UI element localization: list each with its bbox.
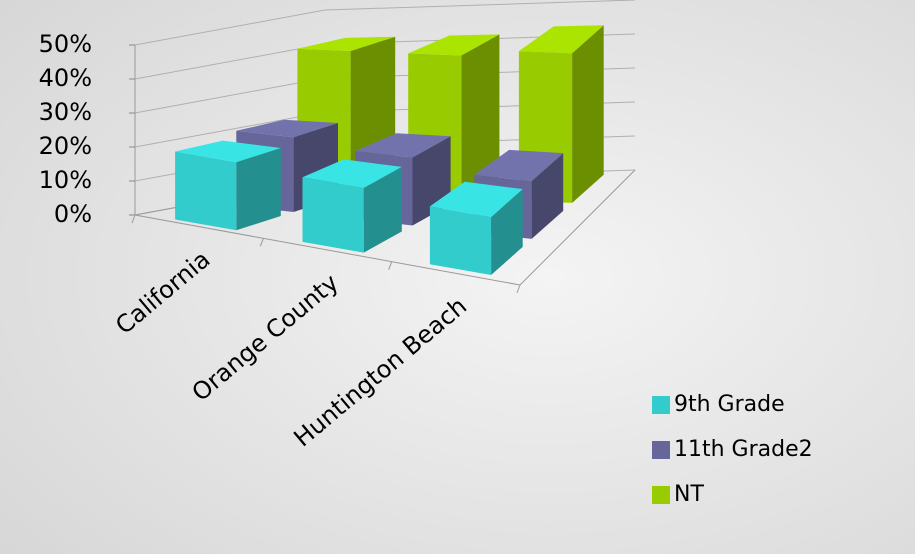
bar-side [572, 25, 604, 203]
y-tick-label: 30% [39, 98, 92, 126]
bar-front [429, 206, 492, 275]
y-tick-label: 20% [39, 132, 92, 160]
y-tick-label: 50% [39, 30, 92, 58]
x-tick [516, 284, 521, 294]
bar-top [302, 159, 402, 188]
legend-swatch [652, 396, 670, 414]
legend-label: NT [674, 482, 704, 507]
y-tick-label: 0% [54, 200, 92, 228]
bar-top [175, 140, 281, 163]
legend-label: 11th Grade2 [674, 437, 813, 462]
bar-side [236, 148, 281, 231]
x-tick [131, 214, 136, 224]
x-tick [259, 238, 264, 247]
bar-side [363, 166, 402, 253]
bar-top [429, 181, 523, 218]
y-tick-label: 10% [39, 166, 92, 194]
bar-top [236, 119, 338, 138]
bar-side [531, 153, 564, 239]
bar-front [175, 151, 237, 231]
legend-swatch [652, 441, 670, 459]
bar-top [474, 149, 564, 182]
legend-swatch [652, 486, 670, 504]
y-tick-label: 40% [39, 64, 92, 92]
bar-side [491, 189, 523, 275]
bar-front [302, 177, 364, 253]
bar-top [408, 34, 500, 56]
bar-top [518, 25, 604, 54]
bar-side [461, 34, 500, 199]
legend-label: 9th Grade [674, 392, 785, 417]
x-tick [388, 261, 393, 270]
bar-top [297, 36, 396, 51]
grid-line [134, 0, 636, 46]
bar-top [355, 133, 451, 158]
